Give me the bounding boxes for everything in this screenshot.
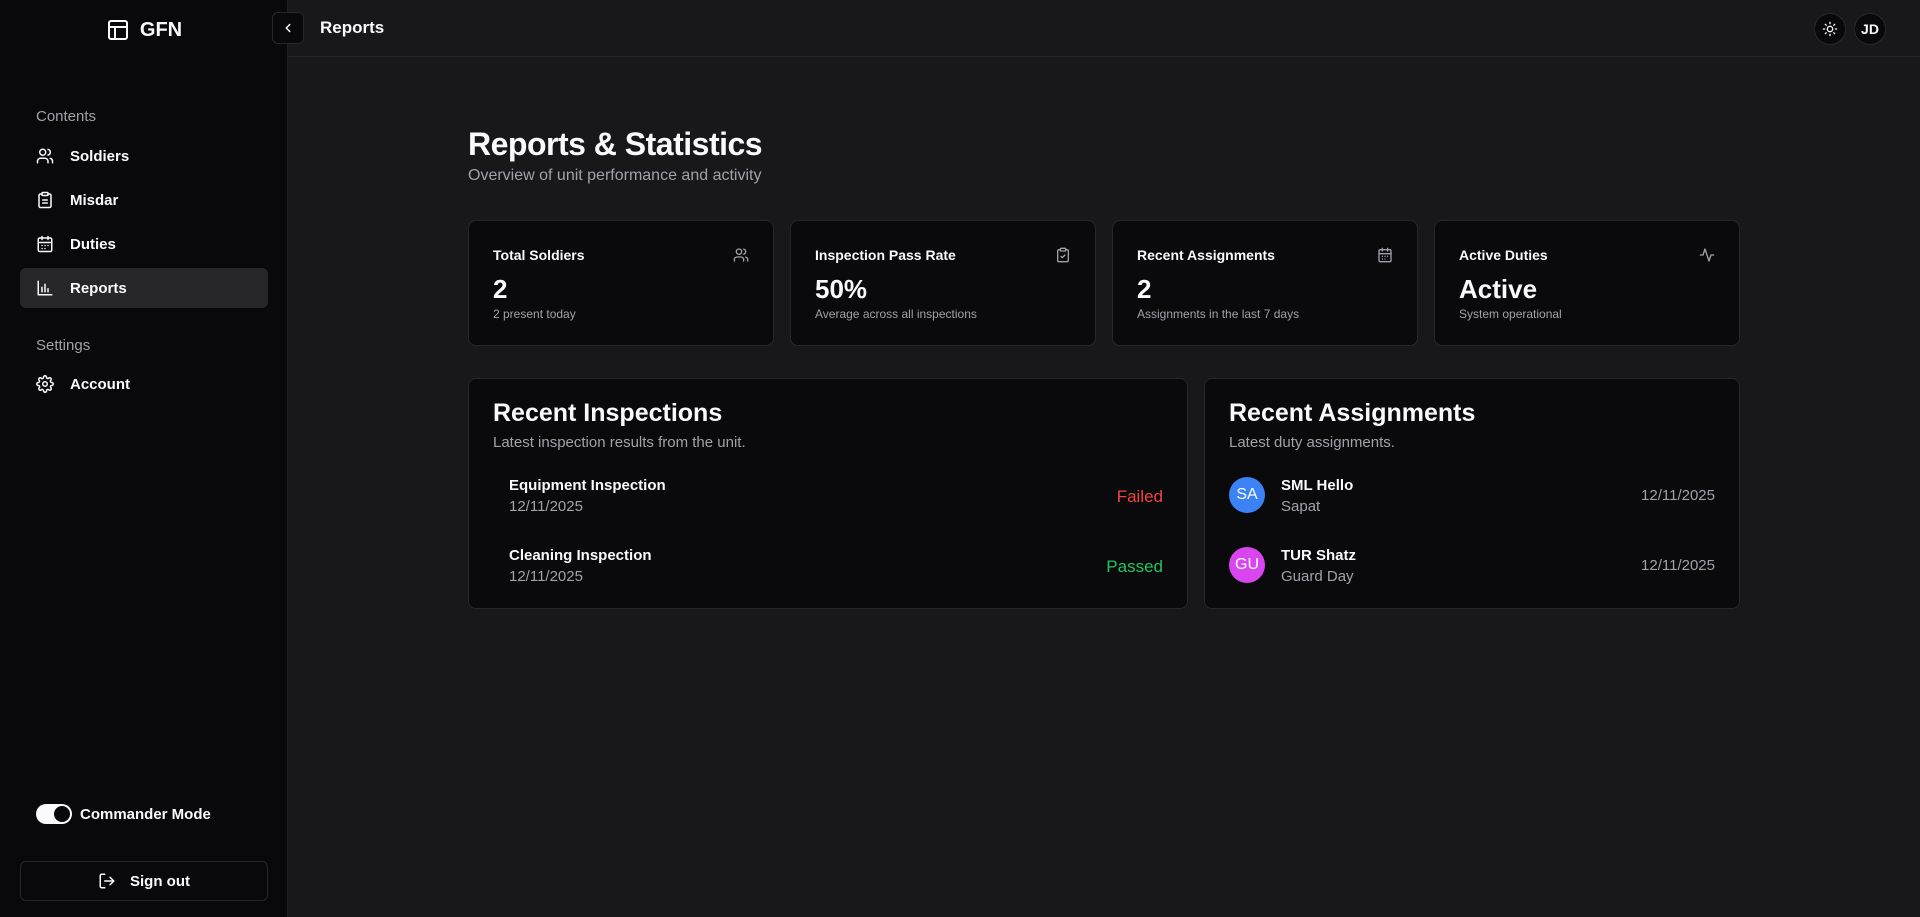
layout-icon — [106, 18, 130, 42]
users-icon — [36, 147, 54, 165]
brand[interactable]: GFN — [0, 18, 288, 42]
stat-note: Average across all inspections — [815, 307, 977, 321]
user-avatar[interactable]: JD — [1854, 13, 1886, 45]
stat-note: System operational — [1459, 307, 1562, 321]
clipboard-icon — [1055, 247, 1071, 263]
users-icon — [733, 247, 749, 263]
panel-subtitle: Latest inspection results from the unit. — [493, 434, 746, 451]
theme-toggle-button[interactable] — [1814, 13, 1846, 45]
stat-value: Active — [1459, 274, 1538, 304]
inspection-name: Cleaning Inspection — [509, 547, 652, 564]
assignment-soldier: SML Hello — [1281, 477, 1354, 494]
sidebar-item-label: Misdar — [70, 191, 119, 209]
stat-label: Inspection Pass Rate — [815, 247, 956, 263]
sidebar: GFN Contents Soldiers Misdar Duties Repo… — [0, 0, 288, 917]
stat-label: Recent Assignments — [1137, 247, 1275, 263]
sidebar-item-label: Duties — [70, 235, 116, 253]
group-label-settings: Settings — [36, 337, 91, 354]
stat-note: 2 present today — [493, 307, 576, 321]
header-title: Reports — [320, 18, 385, 37]
sidebar-item-misdar[interactable]: Misdar — [20, 180, 268, 220]
sidebar-item-label: Reports — [70, 279, 127, 297]
commander-mode: Commander Mode — [36, 804, 211, 824]
stat-card-active-duties: Active Duties Active System operational — [1434, 220, 1740, 346]
page-subtitle: Overview of unit performance and activit… — [468, 167, 762, 184]
assignment-soldier: TUR Shatz — [1281, 547, 1356, 564]
gear-icon — [36, 375, 54, 393]
sign-out-button[interactable]: Sign out — [20, 861, 268, 901]
panel-subtitle: Latest duty assignments. — [1229, 434, 1395, 451]
sidebar-item-duties[interactable]: Duties — [20, 224, 268, 264]
sidebar-item-label: Account — [70, 375, 130, 393]
assignment-row[interactable]: SA SML Hello Sapat 12/11/2025 — [1229, 473, 1715, 517]
stat-label: Active Duties — [1459, 247, 1548, 263]
assignment-duty: Sapat — [1281, 498, 1321, 515]
stat-value: 50% — [815, 274, 868, 304]
inspection-row[interactable]: Cleaning Inspection 12/11/2025 Passed — [509, 543, 1163, 587]
brand-name: GFN — [139, 18, 183, 41]
recent-inspections-panel: Recent Inspections Latest inspection res… — [468, 378, 1188, 609]
collapse-sidebar-button[interactable] — [272, 12, 304, 44]
assignment-duty: Guard Day — [1281, 568, 1354, 585]
panel-title: Recent Inspections — [493, 399, 723, 427]
stat-note: Assignments in the last 7 days — [1137, 307, 1300, 321]
assignment-date: 12/11/2025 — [1641, 557, 1715, 574]
group-label-contents: Contents — [36, 108, 97, 125]
sidebar-item-reports[interactable]: Reports — [20, 268, 268, 308]
recent-assignments-panel: Recent Assignments Latest duty assignmen… — [1204, 378, 1740, 609]
sun-icon — [1822, 21, 1838, 37]
assignment-row[interactable]: GU TUR Shatz Guard Day 12/11/2025 — [1229, 543, 1715, 587]
stat-label: Total Soldiers — [493, 247, 585, 263]
stat-value: 2 — [493, 274, 508, 304]
panel-title: Recent Assignments — [1229, 399, 1476, 427]
sidebar-item-account[interactable]: Account — [20, 364, 268, 404]
sidebar-item-label: Soldiers — [70, 147, 130, 165]
inspection-date: 12/11/2025 — [509, 498, 583, 515]
page-title: Reports & Statistics — [468, 126, 763, 162]
activity-icon — [1699, 247, 1715, 263]
assignment-date: 12/11/2025 — [1641, 487, 1715, 504]
avatar: GU — [1229, 547, 1265, 583]
top-bar: Reports JD — [272, 0, 1920, 57]
chevron-left-icon — [285, 23, 291, 33]
commander-mode-toggle[interactable] — [36, 804, 72, 824]
stat-card-total-soldiers: Total Soldiers 2 2 present today — [468, 220, 774, 346]
calendar-icon — [1377, 247, 1393, 263]
stat-card-recent-assignments: Recent Assignments 2 Assignments in the … — [1112, 220, 1418, 346]
clipboard-icon — [36, 191, 54, 209]
sidebar-item-soldiers[interactable]: Soldiers — [20, 136, 268, 176]
inspection-name: Equipment Inspection — [509, 477, 666, 494]
stat-card-inspection-pass-rate: Inspection Pass Rate 50% Average across … — [790, 220, 1096, 346]
avatar: SA — [1229, 477, 1265, 513]
bar-chart-icon — [36, 279, 54, 297]
inspection-row[interactable]: Equipment Inspection 12/11/2025 Failed — [509, 473, 1163, 517]
calendar-icon — [36, 235, 54, 253]
stat-value: 2 — [1137, 274, 1152, 304]
inspection-status-failed: Failed — [1116, 487, 1163, 506]
log-out-icon — [98, 872, 116, 890]
sign-out-label: Sign out — [130, 872, 190, 890]
inspection-status-passed: Passed — [1106, 557, 1163, 576]
commander-mode-label: Commander Mode — [80, 805, 211, 823]
inspection-date: 12/11/2025 — [509, 568, 583, 585]
